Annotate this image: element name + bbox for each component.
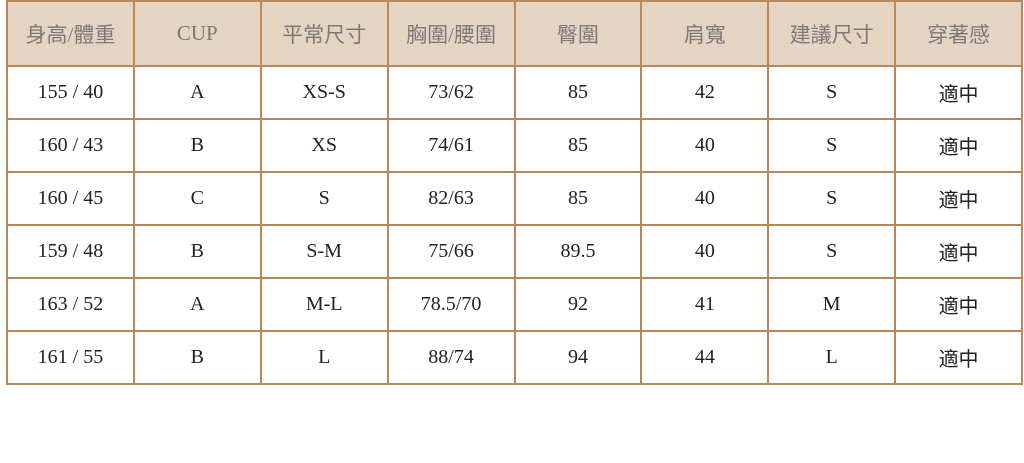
column-header: 建議尺寸 <box>767 0 897 67</box>
table-cell: B <box>132 224 262 279</box>
table-cell: 40 <box>640 224 770 279</box>
table-cell: 40 <box>640 171 770 226</box>
table-cell: M <box>767 277 897 332</box>
table-cell: S <box>259 171 389 226</box>
table-cell: 155 / 40 <box>6 65 135 120</box>
table-cell: L <box>767 330 897 385</box>
table-cell: A <box>132 65 262 120</box>
table-row: 160 / 43 B XS 74/61 85 40 S 適中 <box>6 118 1023 173</box>
table-cell: L <box>259 330 389 385</box>
table-cell: A <box>132 277 262 332</box>
table-row: 155 / 40 A XS-S 73/62 85 42 S 適中 <box>6 65 1023 120</box>
column-header: 胸圍/腰圍 <box>386 0 516 67</box>
table-cell: 44 <box>640 330 770 385</box>
column-header: CUP <box>132 0 262 67</box>
table-cell: C <box>132 171 262 226</box>
table-cell: 適中 <box>894 277 1023 332</box>
table-cell: 160 / 45 <box>6 171 135 226</box>
table-cell: B <box>132 118 262 173</box>
table-cell: 適中 <box>894 171 1023 226</box>
table-cell: XS-S <box>259 65 389 120</box>
table-row: 163 / 52 A M-L 78.5/70 92 41 M 適中 <box>6 277 1023 332</box>
table-cell: 85 <box>513 118 643 173</box>
size-table: 身高/體重 CUP 平常尺寸 胸圍/腰圍 臀圍 肩寬 建議尺寸 穿著感 155 / 40 A XS… <box>6 0 1023 385</box>
table-cell: 159 / 48 <box>6 224 135 279</box>
table-row: 160 / 45 C S 82/63 85 40 S 適中 <box>6 171 1023 226</box>
table-cell: 85 <box>513 65 643 120</box>
table-cell: 78.5/70 <box>386 277 516 332</box>
table-cell: S <box>767 65 897 120</box>
column-header: 身高/體重 <box>6 0 135 67</box>
table-row: 159 / 48 B S-M 75/66 89.5 40 S 適中 <box>6 224 1023 279</box>
table-cell: B <box>132 330 262 385</box>
table-cell: M-L <box>259 277 389 332</box>
table-cell: 75/66 <box>386 224 516 279</box>
table-cell: XS <box>259 118 389 173</box>
table-cell: 42 <box>640 65 770 120</box>
column-header: 肩寬 <box>640 0 770 67</box>
table-cell: 92 <box>513 277 643 332</box>
column-header: 平常尺寸 <box>259 0 389 67</box>
column-header: 臀圍 <box>513 0 643 67</box>
table-cell: 73/62 <box>386 65 516 120</box>
table-cell: 89.5 <box>513 224 643 279</box>
table-cell: S-M <box>259 224 389 279</box>
table-cell: 74/61 <box>386 118 516 173</box>
column-header: 穿著感 <box>894 0 1023 67</box>
table-cell: 163 / 52 <box>6 277 135 332</box>
table-cell: S <box>767 171 897 226</box>
table-row: 161 / 55 B L 88/74 94 44 L 適中 <box>6 330 1023 385</box>
table-cell: 160 / 43 <box>6 118 135 173</box>
table-cell: 適中 <box>894 330 1023 385</box>
table-cell: 適中 <box>894 118 1023 173</box>
table-cell: S <box>767 118 897 173</box>
table-cell: 40 <box>640 118 770 173</box>
table-cell: 85 <box>513 171 643 226</box>
table-cell: 適中 <box>894 65 1023 120</box>
table-cell: 161 / 55 <box>6 330 135 385</box>
header-row: 身高/體重 CUP 平常尺寸 胸圍/腰圍 臀圍 肩寬 建議尺寸 穿著感 <box>6 0 1023 67</box>
table-cell: 82/63 <box>386 171 516 226</box>
table-cell: 88/74 <box>386 330 516 385</box>
table-cell: 適中 <box>894 224 1023 279</box>
table-cell: 41 <box>640 277 770 332</box>
table-cell: 94 <box>513 330 643 385</box>
table-cell: S <box>767 224 897 279</box>
